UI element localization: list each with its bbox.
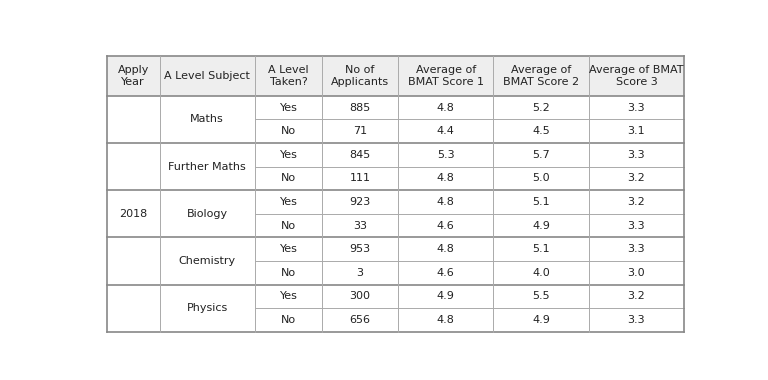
Text: 5.2: 5.2 [532, 103, 550, 112]
Text: Biology: Biology [187, 209, 228, 219]
Text: 5.1: 5.1 [532, 244, 550, 254]
Text: A Level
Taken?: A Level Taken? [268, 65, 309, 87]
Text: No: No [281, 173, 296, 184]
Bar [107, 238, 684, 261]
Text: 4.5: 4.5 [532, 126, 550, 136]
Text: 5.3: 5.3 [437, 150, 455, 160]
Text: 923: 923 [349, 197, 371, 207]
Text: 4.8: 4.8 [437, 244, 455, 254]
Bar [107, 56, 684, 96]
Text: 845: 845 [349, 150, 371, 160]
Text: 3.3: 3.3 [627, 103, 645, 112]
Text: Yes: Yes [280, 197, 297, 207]
Text: 3.1: 3.1 [627, 126, 645, 136]
Text: 3: 3 [356, 268, 363, 278]
Text: 3.0: 3.0 [627, 268, 645, 278]
Text: 5.1: 5.1 [532, 197, 550, 207]
Text: 656: 656 [349, 315, 370, 325]
Text: 33: 33 [353, 221, 367, 231]
Text: Yes: Yes [280, 103, 297, 112]
Text: 4.8: 4.8 [437, 103, 455, 112]
Text: Average of
BMAT Score 1: Average of BMAT Score 1 [408, 65, 484, 87]
Bar [107, 166, 684, 190]
Text: 4.9: 4.9 [532, 315, 550, 325]
Bar [107, 308, 684, 332]
Text: 4.8: 4.8 [437, 197, 455, 207]
Text: 4.9: 4.9 [437, 291, 455, 301]
Text: No: No [281, 221, 296, 231]
Text: Average of BMAT
Score 3: Average of BMAT Score 3 [589, 65, 684, 87]
Text: 953: 953 [349, 244, 370, 254]
Bar [107, 285, 684, 308]
Text: 4.0: 4.0 [532, 268, 550, 278]
Text: Yes: Yes [280, 150, 297, 160]
Text: Physics: Physics [187, 303, 228, 313]
Bar [107, 96, 684, 119]
Bar [107, 214, 684, 238]
Text: Chemistry: Chemistry [179, 256, 236, 266]
Text: No: No [281, 315, 296, 325]
Text: 4.6: 4.6 [437, 268, 455, 278]
Text: 111: 111 [349, 173, 370, 184]
Text: A Level Subject: A Level Subject [164, 71, 250, 81]
Bar [107, 190, 684, 214]
Bar [107, 143, 684, 166]
Text: Maths: Maths [190, 114, 224, 124]
Text: Yes: Yes [280, 244, 297, 254]
Text: 4.8: 4.8 [437, 315, 455, 325]
Text: 3.2: 3.2 [627, 173, 645, 184]
Text: 71: 71 [353, 126, 367, 136]
Text: 4.9: 4.9 [532, 221, 550, 231]
Bar [107, 261, 684, 285]
Text: 5.5: 5.5 [532, 291, 550, 301]
Text: 5.0: 5.0 [532, 173, 550, 184]
Text: No: No [281, 268, 296, 278]
Text: 4.8: 4.8 [437, 173, 455, 184]
Text: Further Maths: Further Maths [168, 162, 246, 172]
Text: No of
Applicants: No of Applicants [331, 65, 389, 87]
Text: Average of
BMAT Score 2: Average of BMAT Score 2 [503, 65, 579, 87]
Text: No: No [281, 126, 296, 136]
Text: 300: 300 [349, 291, 370, 301]
Text: Yes: Yes [280, 291, 297, 301]
Text: 4.4: 4.4 [437, 126, 455, 136]
Text: 885: 885 [349, 103, 371, 112]
Text: 2018: 2018 [119, 209, 147, 219]
Text: Apply
Year: Apply Year [118, 65, 149, 87]
Text: 3.3: 3.3 [627, 315, 645, 325]
Text: 5.7: 5.7 [532, 150, 550, 160]
Text: 3.2: 3.2 [627, 197, 645, 207]
Bar [107, 119, 684, 143]
Text: 3.3: 3.3 [627, 244, 645, 254]
Text: 3.3: 3.3 [627, 150, 645, 160]
Text: 3.2: 3.2 [627, 291, 645, 301]
Text: 4.6: 4.6 [437, 221, 455, 231]
Text: 3.3: 3.3 [627, 221, 645, 231]
